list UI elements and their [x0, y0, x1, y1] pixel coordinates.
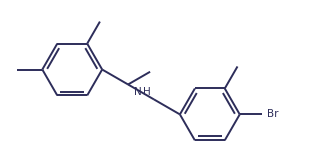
Text: H: H	[143, 87, 150, 97]
Text: N: N	[134, 87, 141, 97]
Text: Br: Br	[267, 109, 278, 119]
